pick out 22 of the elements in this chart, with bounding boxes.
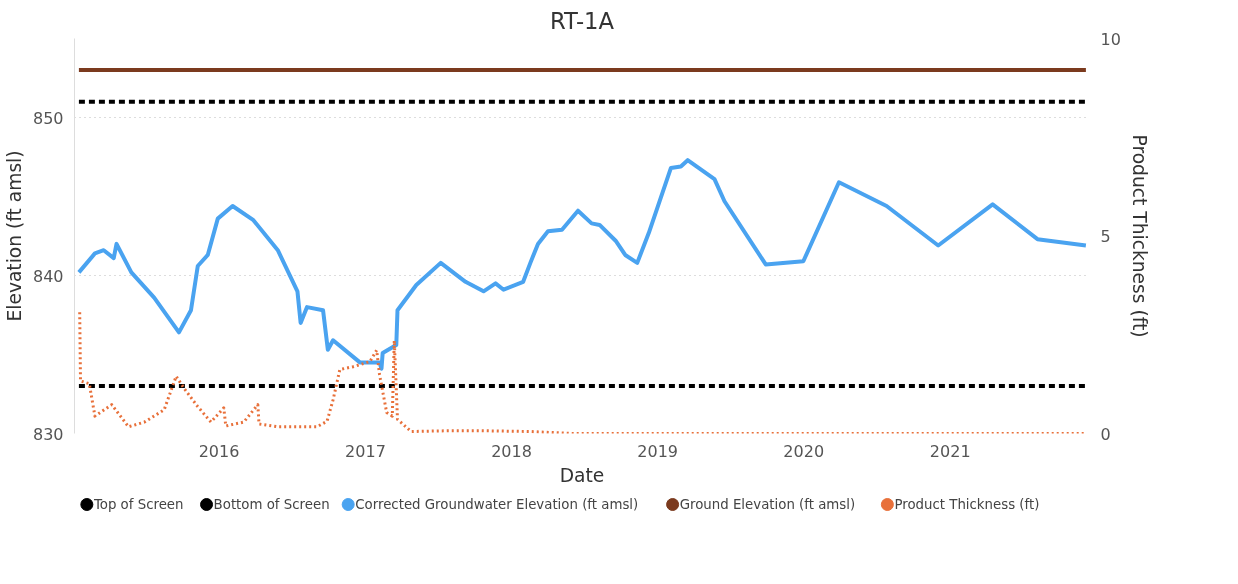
x-tick-label: 2019 (637, 441, 678, 461)
y-tick-label: 830 (32, 424, 64, 444)
y-axis-title: Elevation (ft amsl) (3, 150, 25, 322)
y-tick-label: 850 (32, 108, 64, 128)
legend-label: Corrected Groundwater Elevation (ft amsl) (355, 497, 639, 512)
x-axis-title: Date (559, 464, 605, 486)
legend-label: Top of Screen (92, 497, 184, 512)
y2-tick-label: 5 (1100, 227, 1111, 246)
x-tick-label: 2018 (491, 441, 532, 461)
legend-label: Bottom of Screen (213, 497, 330, 512)
x-tick-label: 2021 (929, 441, 971, 461)
legend-label: Product Thickness (ft) (894, 497, 1040, 512)
chart-title: RT-1A (550, 7, 615, 34)
y2-tick-label: 0 (1100, 424, 1111, 444)
x-tick-label: 2020 (783, 441, 825, 461)
y2-axis-title: Product Thickness (ft) (1128, 134, 1150, 338)
x-tick-label: 2016 (198, 441, 240, 461)
legend-label: Ground Elevation (ft amsl) (679, 497, 856, 512)
y-tick-label: 840 (32, 266, 64, 286)
y2-tick-label: 10 (1100, 29, 1121, 49)
line-series (76, 158, 1088, 371)
x-tick-label: 2017 (345, 441, 386, 461)
